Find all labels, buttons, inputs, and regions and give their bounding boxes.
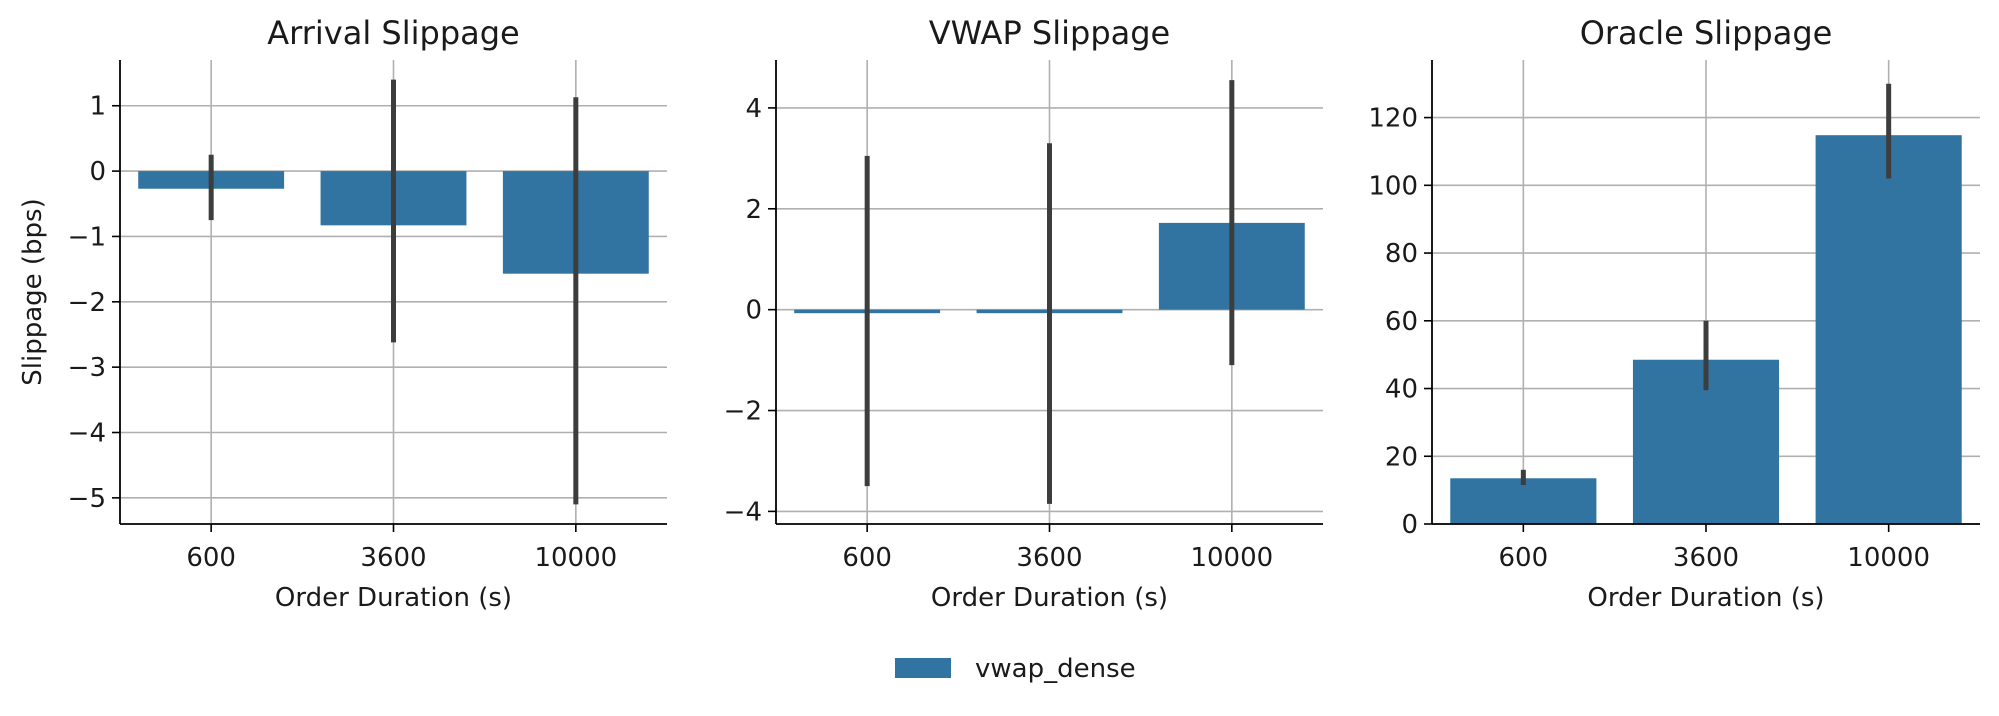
chart-title: VWAP Slippage xyxy=(929,14,1170,52)
x-tick-label: 3600 xyxy=(1673,543,1739,573)
bar-10000 xyxy=(1815,135,1962,524)
y-tick-label: 4 xyxy=(745,94,762,124)
y-tick-label: 0 xyxy=(745,296,762,326)
legend: vwap_dense xyxy=(895,654,1136,684)
chart-title: Arrival Slippage xyxy=(267,14,519,52)
x-tick-label: 600 xyxy=(1499,543,1549,573)
x-axis-label: Order Duration (s) xyxy=(1587,583,1824,613)
y-tick-label: −1 xyxy=(68,222,106,252)
y-tick-label: −4 xyxy=(68,419,106,449)
subplot-3: 0 20 40 60 80 100 120 600 3600 10000 Order Duratio… xyxy=(1368,14,1980,613)
y-tick-label: 100 xyxy=(1368,171,1418,201)
y-tick-label: −2 xyxy=(68,288,106,318)
x-tick-label: 600 xyxy=(186,543,236,573)
y-tick-label: 20 xyxy=(1385,442,1418,472)
y-tick-label: −4 xyxy=(724,497,762,527)
y-tick-label: 0 xyxy=(1401,510,1418,540)
legend-swatch-vwap-dense xyxy=(895,658,951,678)
y-tick-label: 0 xyxy=(89,157,106,187)
y-tick-label: −5 xyxy=(68,484,106,514)
y-tick-label: 40 xyxy=(1385,375,1418,405)
subplot-2: 4 2 0 −2 −4 600 3600 10000 Order Duration (s) VWA… xyxy=(724,14,1323,613)
x-tick-label: 10000 xyxy=(534,543,617,573)
y-tick-label: 60 xyxy=(1385,307,1418,337)
x-tick-label: 10000 xyxy=(1190,543,1273,573)
x-tick-label: 10000 xyxy=(1847,543,1930,573)
x-axis-label: Order Duration (s) xyxy=(931,583,1168,613)
y-tick-label: −2 xyxy=(724,397,762,427)
y-axis-label: Slippage (bps) xyxy=(18,198,48,386)
bar-600 xyxy=(1450,478,1597,524)
y-tick-label: 2 xyxy=(745,195,762,225)
x-tick-label: 600 xyxy=(842,543,892,573)
x-tick-label: 3600 xyxy=(360,543,426,573)
y-tick-label: 120 xyxy=(1368,104,1418,134)
x-tick-label: 3600 xyxy=(1016,543,1082,573)
x-axis-label: Order Duration (s) xyxy=(275,583,512,613)
y-tick-label: 80 xyxy=(1385,239,1418,269)
chart-title: Oracle Slippage xyxy=(1580,14,1833,52)
legend-label-vwap-dense: vwap_dense xyxy=(975,654,1136,684)
y-tick-label: −3 xyxy=(68,353,106,383)
y-tick-label: 1 xyxy=(89,92,106,122)
subplot-1: 1 0 −1 −2 −3 −4 −5 600 3600 10000 Order Duration (… xyxy=(18,14,667,613)
